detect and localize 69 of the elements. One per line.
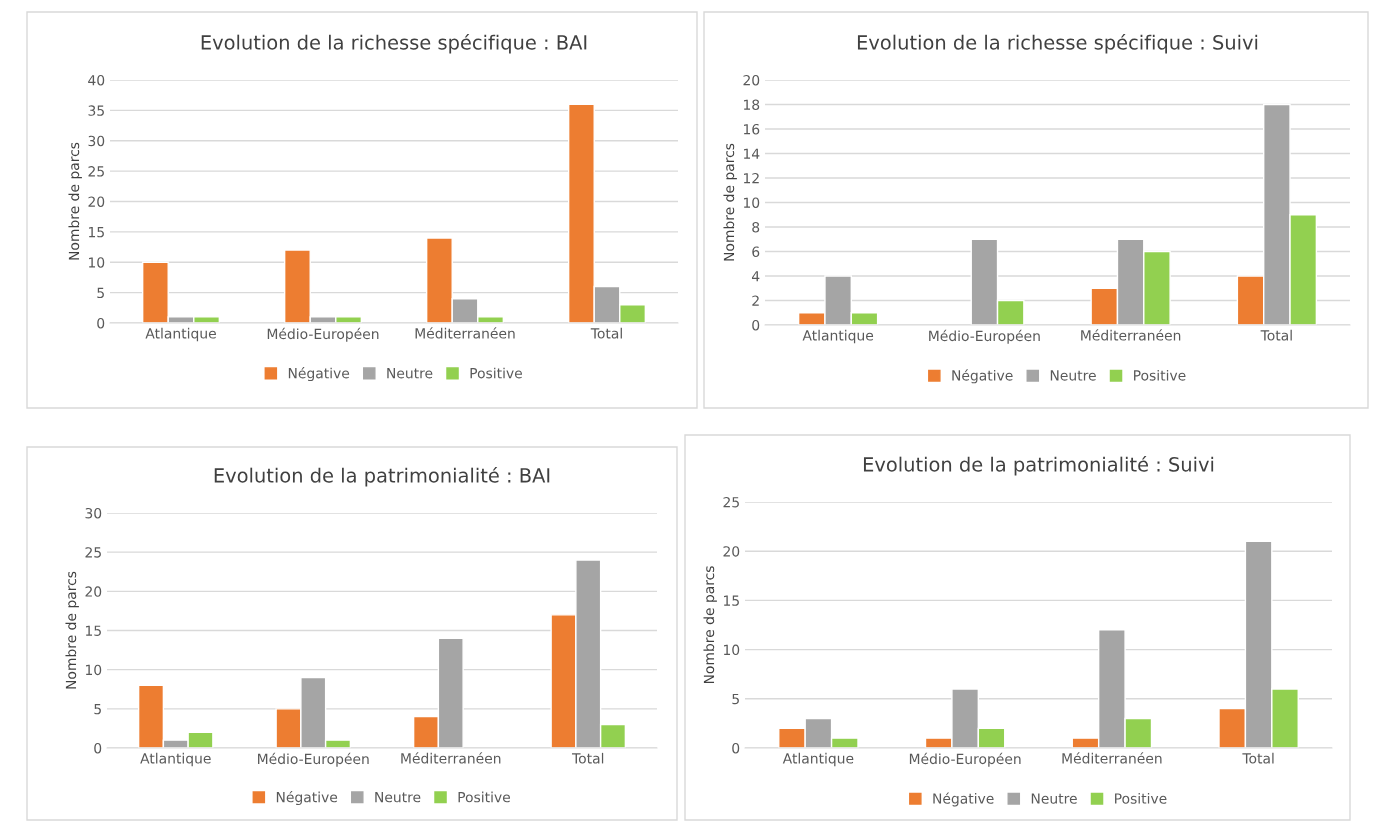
x-tick-label: Total: [571, 752, 604, 764]
y-tick-label: 25: [85, 547, 101, 558]
y-axis-title: Nombre de parcs: [723, 143, 737, 261]
y-tick-label: 0: [752, 319, 760, 331]
y-tick-label: 35: [88, 105, 104, 116]
x-tick-label: Atlantique: [140, 752, 211, 767]
y-axis-title: Nombre de parcs: [703, 566, 717, 684]
y-tick-label: 15: [85, 625, 101, 636]
y-tick-label: 0: [732, 742, 740, 754]
y-tick-label: 12: [743, 172, 759, 184]
x-tick-label: Méditerranéen: [1081, 329, 1181, 341]
x-tick-label: Méditerranéen: [401, 752, 501, 764]
x-tick-label: Total: [590, 327, 622, 339]
x-tick-label: Total: [1260, 329, 1292, 341]
legend-label: Neutre: [387, 368, 433, 379]
x-tick-label: Médio-Européen: [258, 752, 369, 767]
x-tick-label: Médio-Européen: [909, 752, 1021, 767]
y-tick-label: 0: [94, 742, 102, 754]
y-tick-label: 16: [743, 123, 760, 135]
x-tick-label: Atlantique: [802, 329, 874, 344]
x-tick-label: Médio-Européen: [267, 327, 379, 342]
x-tick-label: Atlantique: [145, 327, 216, 342]
y-tick-label: 10: [723, 644, 740, 656]
y-tick-label: 5: [94, 703, 101, 715]
y-tick-label: 20: [723, 546, 740, 557]
y-tick-label: 20: [85, 586, 102, 597]
legend-label: Positive: [470, 367, 522, 379]
y-tick-label: 0: [97, 317, 105, 329]
chart-title: Evolution de la patrimonialité : BAI: [214, 466, 550, 487]
y-axis-title: Nombre de parcs: [68, 142, 82, 260]
legend-label: Neutre: [1050, 370, 1096, 381]
y-tick-label: 20: [88, 196, 105, 207]
x-tick-label: Médio-Européen: [929, 329, 1040, 344]
legend-label: Négative: [933, 792, 994, 807]
legend-label: Négative: [952, 369, 1013, 384]
y-tick-label: 30: [88, 135, 105, 147]
y-tick-label: 10: [88, 257, 105, 268]
x-tick-label: Atlantique: [782, 752, 854, 767]
y-tick-label: 6: [752, 246, 760, 257]
y-tick-label: 25: [723, 496, 739, 508]
x-tick-label: Méditerranéen: [415, 327, 515, 339]
y-tick-label: 14: [743, 148, 760, 159]
y-tick-label: 5: [732, 693, 739, 705]
y-tick-label: 10: [743, 197, 760, 208]
y-tick-label: 25: [88, 166, 104, 177]
legend-label: Neutre: [1031, 793, 1077, 804]
legend-label: Neutre: [375, 792, 421, 803]
legend-label: Positive: [458, 791, 510, 803]
y-tick-label: 4: [751, 271, 760, 282]
chart-title: Evolution de la patrimonialité : Suivi: [863, 455, 1214, 476]
chart-title: Evolution de la richesse spécifique : Suivi: [857, 33, 1258, 54]
x-tick-label: Total: [1242, 752, 1274, 764]
x-tick-label: Méditerranéen: [1062, 752, 1162, 764]
y-tick-label: 2: [752, 295, 759, 306]
chart-title: Evolution de la richesse spécifique : BAI: [201, 33, 587, 54]
y-tick-label: 8: [752, 221, 760, 233]
legend-label: Positive: [1115, 793, 1167, 804]
y-tick-label: 15: [723, 595, 739, 606]
y-tick-label: 18: [743, 99, 760, 110]
y-tick-label: 5: [97, 287, 104, 299]
y-tick-label: 40: [88, 74, 105, 86]
y-tick-label: 10: [85, 664, 102, 676]
y-tick-label: 15: [88, 227, 104, 238]
y-tick-label: 20: [743, 74, 760, 86]
legend-label: Négative: [288, 367, 350, 382]
y-axis-title: Nombre de parcs: [65, 571, 79, 689]
y-tick-label: 30: [85, 507, 102, 519]
legend-label: Positive: [1134, 369, 1186, 381]
legend-label: Négative: [276, 791, 338, 806]
